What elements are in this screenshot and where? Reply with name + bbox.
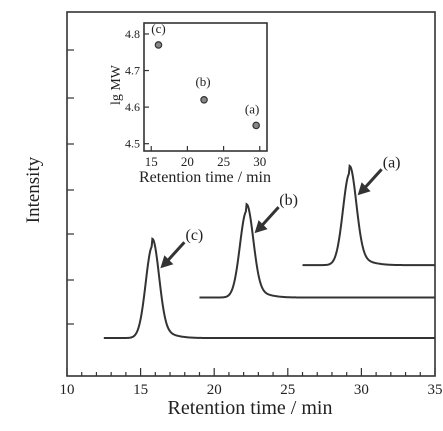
inset-data-point: [200, 96, 208, 104]
inset-y-ticks: [144, 33, 149, 145]
inset-data-point: [252, 121, 260, 130]
inset-x-ticks: [150, 146, 261, 151]
inset-points: (c) (b) (a): [151, 21, 260, 130]
inset-point-label: (c): [151, 21, 165, 36]
main-curves: [103, 164, 435, 339]
chromatogram-curve: [103, 236, 435, 339]
inset-x-tick-label: 25: [217, 154, 230, 169]
inset-data-point: [154, 41, 163, 49]
inset-y-axis-title: lg MW: [109, 64, 124, 105]
main-plot-frame: [66, 11, 436, 377]
peak-label: (b): [279, 192, 298, 209]
chromatogram-curve: [302, 164, 435, 267]
main-peak-labels: (c) (b) (a): [160, 154, 401, 269]
main-x-tick-label: 30: [354, 382, 369, 398]
inset-x-axis-title: Retention time / min: [139, 169, 271, 186]
inset-x-tick-labels: 15 20 25 30: [145, 154, 267, 169]
inset-point-label: (b): [195, 74, 210, 89]
inset-plot-frame: [143, 22, 268, 152]
main-y-ticks: [67, 49, 74, 325]
inset-x-tick-label: 20: [181, 154, 194, 169]
inset-y-tick-label: 4.6: [125, 100, 140, 114]
peak-arrow-head: [254, 220, 268, 234]
inset-x-tick-label: 30: [253, 154, 266, 169]
main-x-tick-label: 25: [280, 382, 295, 398]
main-x-tick-label: 15: [133, 382, 148, 398]
peak-arrow-head: [160, 255, 174, 269]
main-x-tick-label: 10: [60, 382, 75, 398]
main-x-tick-label: 20: [207, 382, 222, 398]
main-x-tick-label: 35: [428, 382, 443, 398]
inset-y-tick-label: 4.7: [125, 64, 140, 78]
inset-y-tick-labels: 4.5 4.6 4.7 4.8: [125, 27, 140, 151]
inset-y-tick-label: 4.5: [125, 137, 140, 151]
peak-label: (c): [185, 227, 203, 244]
main-x-axis-title: Retention time / min: [168, 397, 333, 419]
peak-label: (a): [383, 154, 401, 171]
main-y-axis-title: Intensity: [23, 156, 44, 223]
peak-arrow-head: [357, 182, 371, 196]
main-x-ticks: [66, 368, 436, 376]
inset-x-tick-label: 15: [145, 154, 158, 169]
inset-y-tick-label: 4.8: [125, 27, 140, 41]
chromatogram-curve: [199, 202, 435, 299]
main-x-tick-labels: 10 15 20 25 30 35: [60, 382, 443, 398]
inset-point-label: (a): [245, 101, 259, 116]
